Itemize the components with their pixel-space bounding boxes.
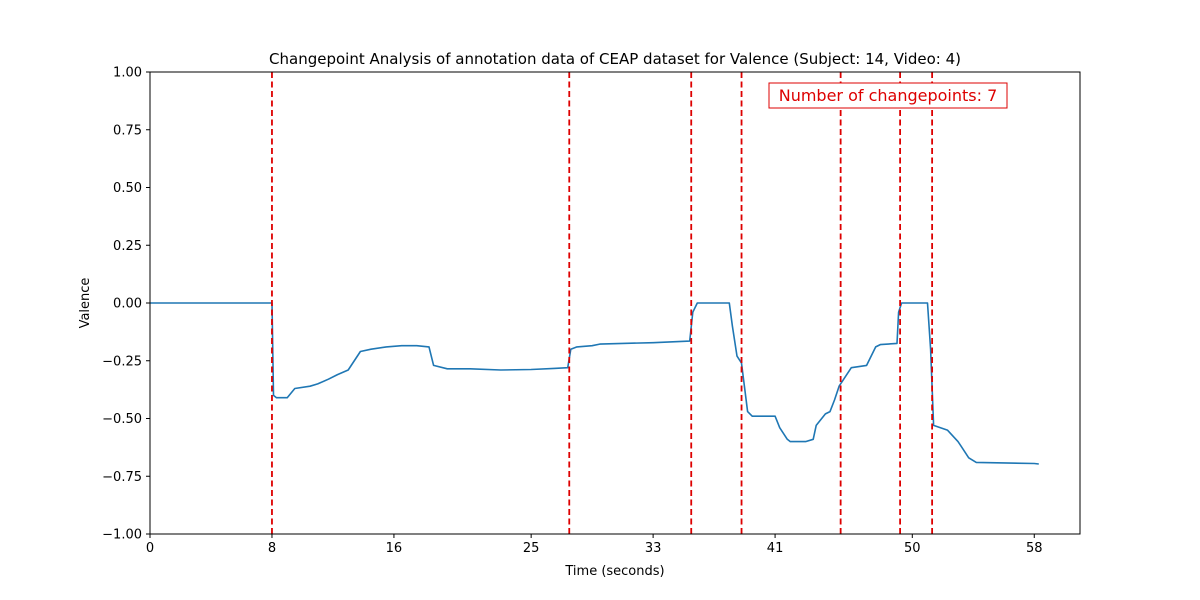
annotation-box bbox=[768, 82, 1008, 109]
y-tick-label: 1.00 bbox=[113, 66, 142, 81]
y-tick-label: −0.75 bbox=[102, 470, 142, 485]
y-axis: −1.00 −0.75 −0.50 −0.25 0.00 0.25 0.50 0.75 1.00 bbox=[102, 66, 150, 543]
y-tick-label: 0.75 bbox=[113, 123, 142, 138]
x-tick-label: 8 bbox=[268, 541, 276, 556]
x-tick-label: 58 bbox=[1026, 541, 1043, 556]
x-axis-label: Time (seconds) bbox=[564, 564, 664, 579]
series-line-0 bbox=[150, 302, 1039, 465]
x-tick-label: 25 bbox=[523, 541, 540, 556]
y-tick-label: 0.50 bbox=[113, 181, 142, 196]
x-tick-label: 50 bbox=[904, 541, 921, 556]
x-tick-label: 0 bbox=[146, 541, 154, 556]
x-tick-label: 33 bbox=[645, 541, 662, 556]
y-tick-label: 0.25 bbox=[113, 239, 142, 254]
x-axis: 0 8 16 25 33 41 50 58 bbox=[146, 534, 1043, 556]
x-tick-label: 16 bbox=[386, 541, 403, 556]
y-axis-label: Valence bbox=[78, 278, 93, 329]
chart-title: Changepoint Analysis of annotation data … bbox=[269, 50, 961, 68]
annotation-text: Number of changepoints: 7 bbox=[779, 86, 998, 105]
y-tick-label: 0.00 bbox=[113, 297, 142, 312]
plot-area bbox=[150, 72, 1039, 534]
y-tick-label: −0.50 bbox=[102, 412, 142, 427]
y-tick-label: −1.00 bbox=[102, 528, 142, 543]
changepoint-count-box: Number of changepoints: 7 bbox=[768, 82, 1008, 109]
y-tick-label: −0.25 bbox=[102, 354, 142, 369]
x-tick-label: 41 bbox=[767, 541, 784, 556]
plot-frame bbox=[149, 71, 1081, 535]
